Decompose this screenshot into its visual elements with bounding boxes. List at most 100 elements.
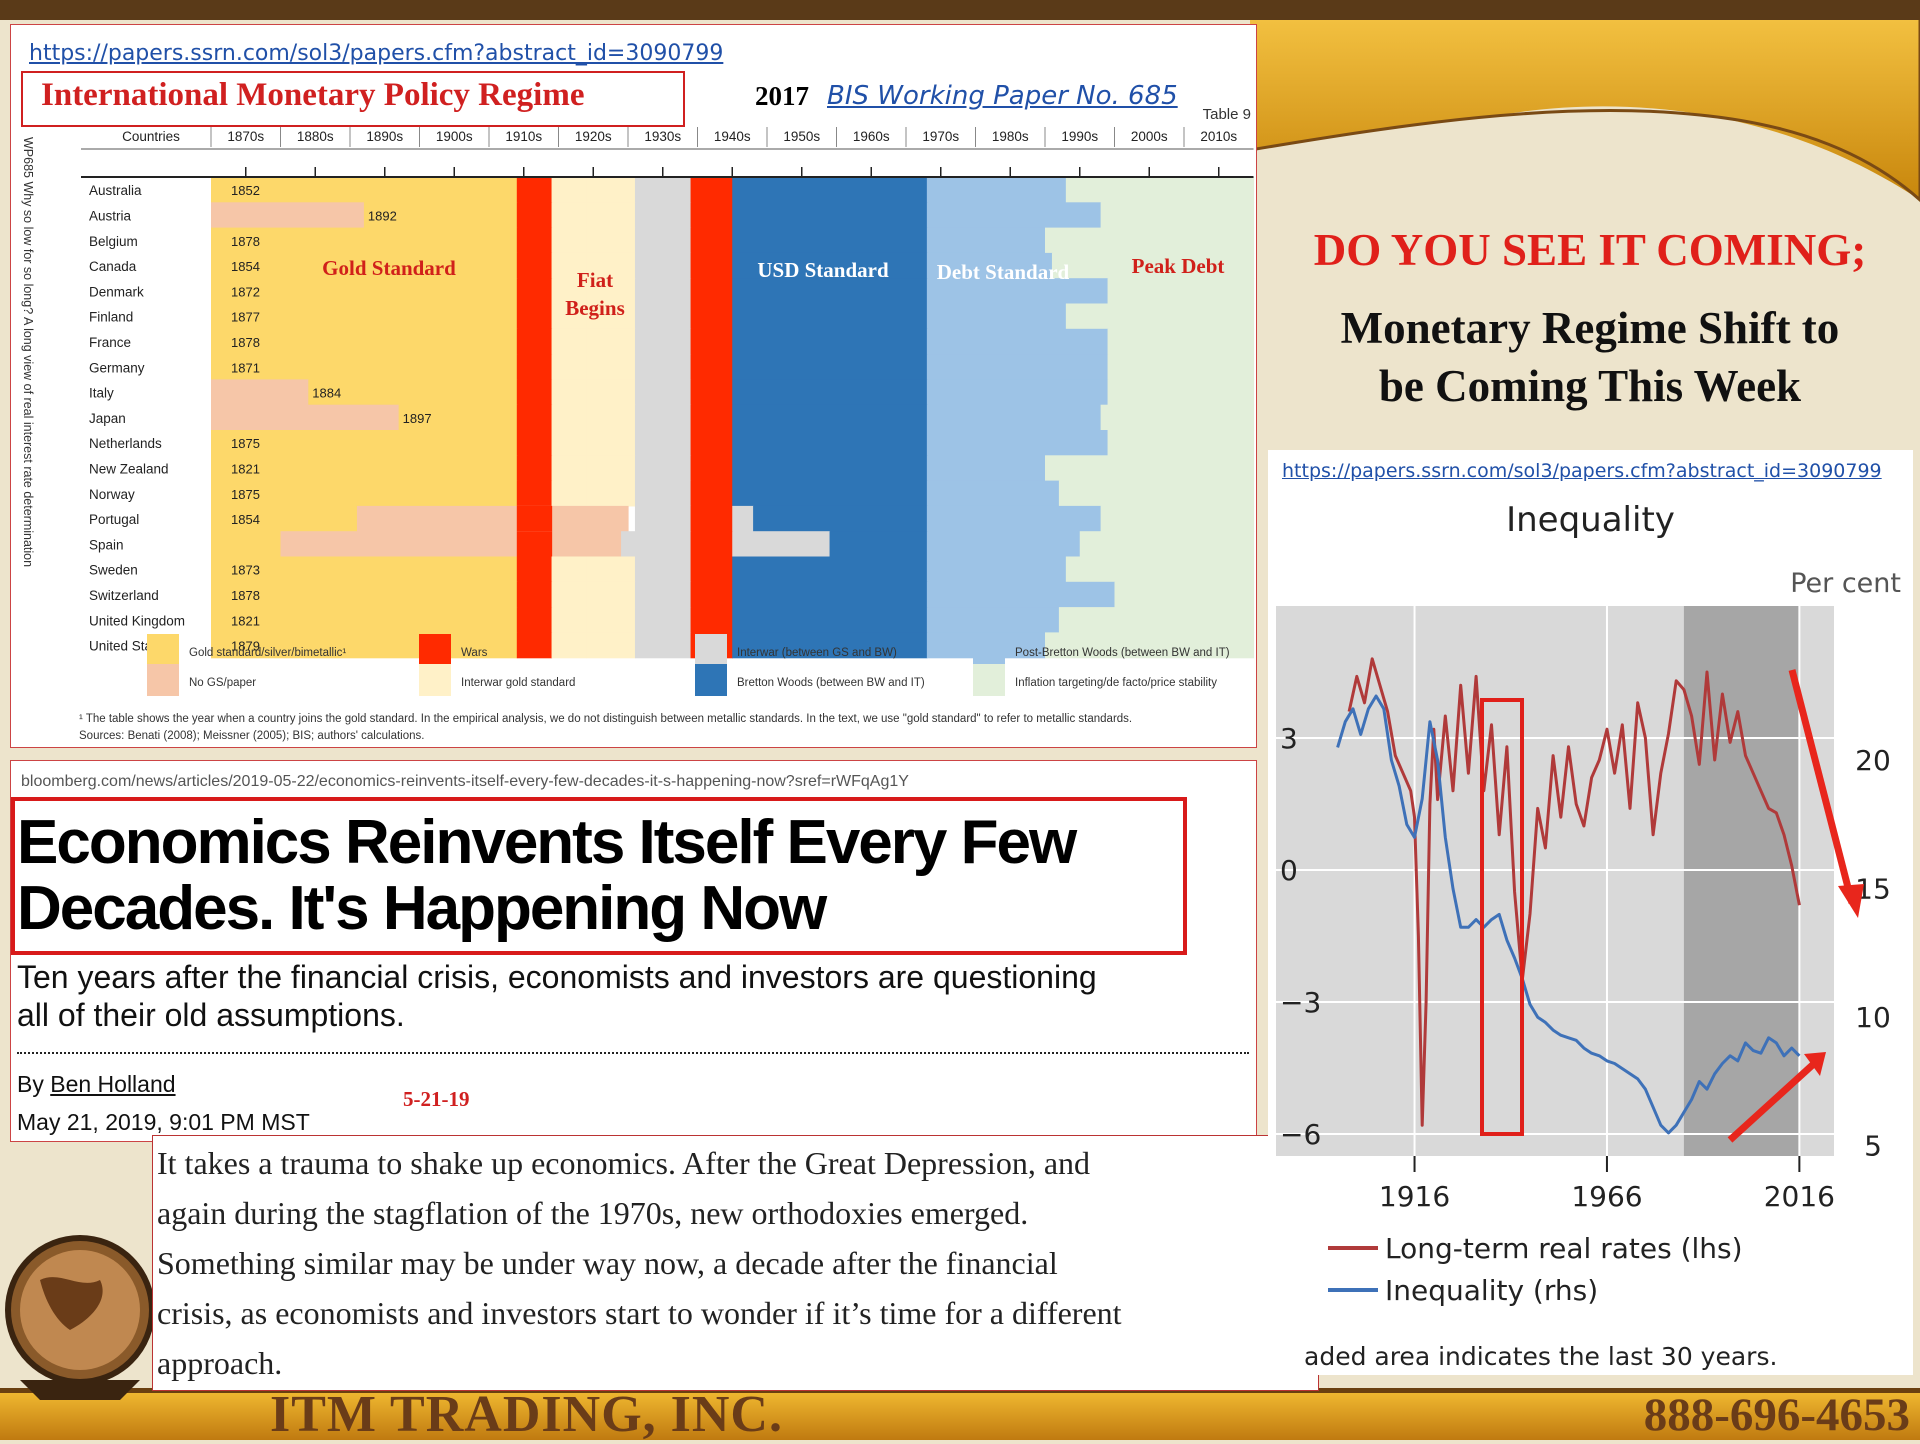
- country-label: Italy: [89, 386, 114, 401]
- column-header: 1910s: [505, 129, 542, 144]
- post-bw-segment: [926, 480, 1060, 507]
- country-label: Finland: [89, 310, 133, 325]
- war-segment: [516, 531, 553, 558]
- post-bw-segment: [926, 354, 1109, 380]
- gold-segment: [211, 455, 518, 482]
- interwar-gold-segment: [551, 581, 587, 608]
- interwar-gold-segment: [586, 303, 636, 330]
- headline: DO YOU SEE IT COMING;: [1313, 225, 1867, 275]
- interwar-gold-segment: [586, 354, 636, 380]
- interwar-segment: [634, 632, 692, 659]
- interwar-segment: [634, 227, 692, 254]
- y-left-tick-label: 3: [1280, 722, 1298, 755]
- gold-year-label: 1875: [231, 436, 260, 451]
- up-arrow-head: [1804, 1052, 1826, 1076]
- bretton-woods-segment: [732, 430, 928, 456]
- legend-label: Interwar gold standard: [461, 677, 575, 689]
- inflation-target-segment: [1107, 354, 1255, 380]
- post-bw-segment: [926, 455, 1046, 482]
- war-segment: [516, 379, 553, 406]
- bretton-woods-segment: [732, 227, 928, 254]
- column-header: 2010s: [1200, 129, 1237, 144]
- bretton-woods-segment: [732, 632, 928, 659]
- byline: By Ben Holland: [17, 1071, 176, 1098]
- paper-link[interactable]: BIS Working Paper No. 685: [827, 81, 1178, 111]
- inflation-target-segment: [1107, 379, 1255, 406]
- column-header: 2000s: [1131, 129, 1168, 144]
- interwar-segment: [732, 505, 754, 532]
- inflation-target-segment: [1107, 430, 1255, 456]
- gold-segment: [211, 252, 518, 279]
- legend-label: No GS/paper: [189, 677, 256, 689]
- inflation-target-segment: [1058, 607, 1255, 633]
- inflation-target-segment: [1045, 227, 1255, 254]
- phone-number[interactable]: 888-696-4653: [1643, 1389, 1910, 1441]
- war-segment: [516, 556, 553, 583]
- gold-segment: [211, 556, 518, 583]
- inequality-url-link[interactable]: https://papers.ssrn.com/sol3/papers.cfm?…: [1282, 460, 1882, 482]
- war-segment: [690, 379, 733, 406]
- bretton-woods-segment: [732, 252, 928, 279]
- interwar-segment: [634, 455, 692, 482]
- article-url[interactable]: bloomberg.com/news/articles/2019-05-22/e…: [21, 773, 909, 790]
- legend-swatch: [973, 664, 1005, 696]
- war-segment: [516, 607, 553, 633]
- war-segment: [690, 556, 733, 583]
- regime-title: International Monetary Policy Regime: [41, 77, 585, 113]
- author-link[interactable]: Ben Holland: [50, 1071, 176, 1097]
- country-label: Australia: [89, 183, 142, 198]
- gold-year-label: 1821: [231, 613, 260, 628]
- interwar-gold-segment: [551, 354, 587, 380]
- war-segment: [516, 252, 553, 279]
- interwar-gold-segment: [551, 607, 587, 633]
- column-header: 1920s: [575, 129, 612, 144]
- bretton-woods-segment: [732, 354, 928, 380]
- interwar-gold-segment: [586, 632, 636, 659]
- war-segment: [690, 455, 733, 482]
- article-headline-2: Decades. It's Happening Now: [17, 874, 827, 943]
- gold-year-label: 1854: [231, 512, 260, 527]
- legend-swatch: [419, 664, 451, 696]
- war-segment: [516, 202, 553, 229]
- regime-label-peak: Peak Debt: [1132, 254, 1225, 278]
- gold-year-label: 1872: [231, 284, 260, 299]
- interwar-gold-segment: [551, 379, 587, 406]
- regime-title-box: [21, 71, 685, 127]
- down-arrow-head: [1838, 884, 1864, 918]
- country-label: Sweden: [89, 563, 138, 578]
- gold-year-label: 1875: [231, 487, 260, 502]
- table-label: Table 9: [1203, 106, 1251, 123]
- globe-icon: [5, 1235, 155, 1400]
- regime-url-link[interactable]: https://papers.ssrn.com/sol3/papers.cfm?…: [29, 41, 724, 66]
- footnote: ¹ The table shows the year when a countr…: [79, 713, 1133, 725]
- gold-segment: [211, 430, 518, 456]
- column-header: 1970s: [922, 129, 959, 144]
- post-bw-segment: [926, 404, 1102, 431]
- war-segment: [690, 505, 733, 532]
- interwar-gold-segment: [586, 227, 636, 254]
- gold-segment: [211, 227, 518, 254]
- post-bw-segment: [926, 227, 1046, 254]
- gold-year-label: 1852: [231, 183, 260, 198]
- bretton-woods-segment: [732, 556, 928, 583]
- post-bw-segment: [926, 430, 1109, 456]
- inequality-panel: https://papers.ssrn.com/sol3/papers.cfm?…: [1268, 450, 1913, 1375]
- war-segment: [690, 303, 733, 330]
- legend-swatch: [147, 634, 179, 666]
- headline-box: [11, 797, 1187, 955]
- interwar-gold-segment: [551, 303, 587, 330]
- post-bw-segment: [926, 607, 1060, 633]
- highlight-box: [1480, 698, 1524, 1136]
- interwar-segment: [634, 581, 692, 608]
- interwar-gold-segment: [551, 227, 587, 254]
- legend-label: Bretton Woods (between BW and IT): [737, 677, 925, 689]
- country-label: Belgium: [89, 234, 138, 249]
- country-label: Switzerland: [89, 588, 159, 603]
- regime-label-usd: USD Standard: [757, 258, 889, 282]
- gold-segment: [211, 581, 518, 608]
- down-arrow: [1788, 669, 1856, 904]
- post-bw-segment: [926, 252, 1053, 279]
- gold-year-label: 1877: [231, 310, 260, 325]
- country-label: Portugal: [89, 512, 139, 527]
- subhead-line-1: Monetary Regime Shift to: [1340, 303, 1840, 353]
